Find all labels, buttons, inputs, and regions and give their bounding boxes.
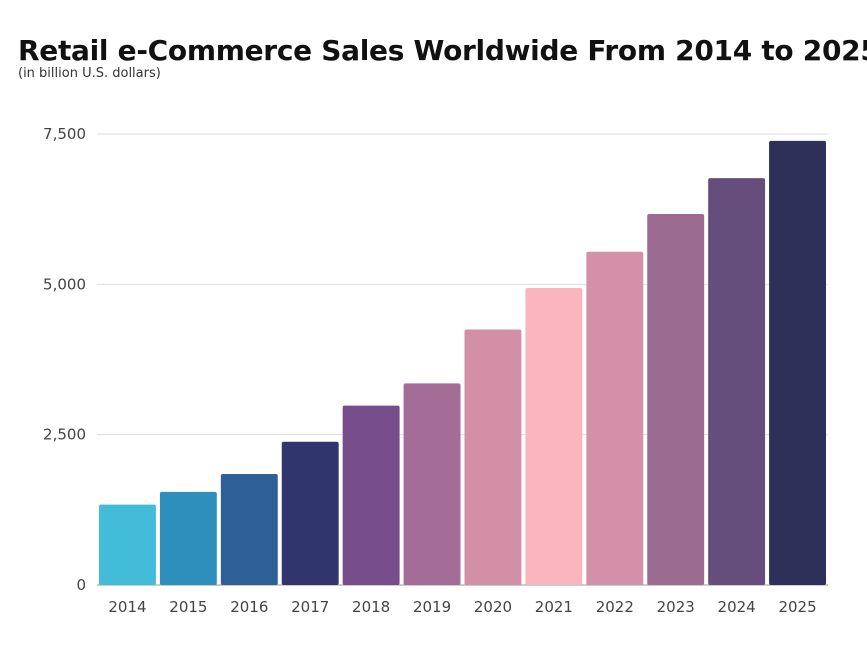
y-tick-label: 0 <box>76 576 86 594</box>
bar-2023 <box>647 214 705 585</box>
bar-2020 <box>464 329 522 585</box>
x-tick-label: 2017 <box>291 598 329 616</box>
x-tick-label: 2016 <box>230 598 268 616</box>
x-tick-label: 2025 <box>778 598 816 616</box>
x-tick-label: 2022 <box>596 598 634 616</box>
x-tick-label: 2015 <box>169 598 207 616</box>
bar-2024 <box>708 178 766 585</box>
x-tick-label: 2019 <box>413 598 451 616</box>
x-tick-label: 2021 <box>535 598 573 616</box>
chart-title: Retail e-Commerce Sales Worldwide From 2… <box>18 34 867 67</box>
y-tick-label: 2,500 <box>43 426 86 444</box>
y-tick-label: 5,000 <box>43 275 86 293</box>
x-tick-label: 2023 <box>657 598 695 616</box>
bar-2014 <box>99 504 156 585</box>
bar-2021 <box>525 288 583 585</box>
bar-2022 <box>586 251 644 585</box>
x-tick-label: 2020 <box>474 598 512 616</box>
x-tick-label: 2024 <box>718 598 756 616</box>
bar-2019 <box>403 383 461 585</box>
bar-2015 <box>159 491 217 585</box>
bar-2017 <box>281 441 339 585</box>
bar-2025 <box>769 140 826 585</box>
bar-2016 <box>220 474 278 585</box>
chart-subtitle: (in billion U.S. dollars) <box>18 66 161 81</box>
bar-2018 <box>342 405 400 585</box>
x-tick-label: 2014 <box>108 598 146 616</box>
x-tick-label: 2018 <box>352 598 390 616</box>
y-tick-label: 7,500 <box>43 125 86 143</box>
